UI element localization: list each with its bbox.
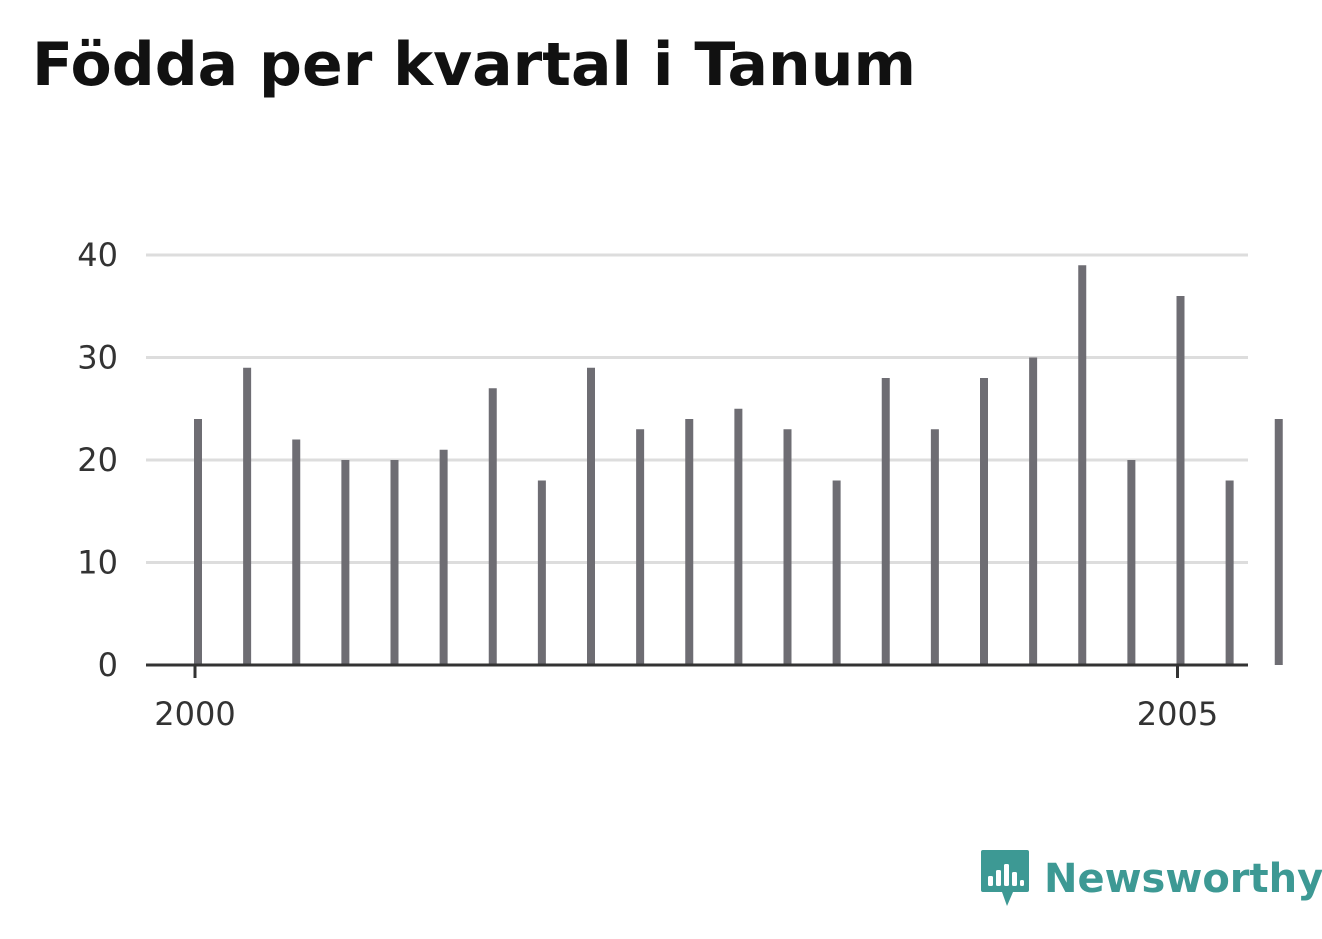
y-tick-label: 30 xyxy=(77,339,118,377)
bar xyxy=(194,419,202,665)
bar xyxy=(783,429,792,665)
brand-name: Newsworthy xyxy=(1044,856,1322,902)
bar xyxy=(685,419,694,665)
bar xyxy=(390,460,399,665)
x-tick-label: 2000 xyxy=(154,695,235,733)
y-tick-label: 40 xyxy=(77,236,118,274)
bar xyxy=(243,367,252,665)
bar xyxy=(537,480,546,665)
x-tick-label: 2005 xyxy=(1137,695,1218,733)
y-tick-label: 10 xyxy=(77,544,118,582)
bar xyxy=(1078,265,1087,665)
newsworthy-logo-icon xyxy=(981,850,1029,906)
y-axis-labels: 0 10 20 30 40 xyxy=(77,236,118,684)
chart-title: Födda per kvartal i Tanum xyxy=(32,30,916,100)
bar xyxy=(1274,419,1283,665)
bar xyxy=(1127,460,1136,665)
bar xyxy=(341,460,350,665)
y-tick-label: 0 xyxy=(98,646,118,684)
bar xyxy=(439,449,448,665)
bars xyxy=(194,265,1283,665)
y-tick-label: 20 xyxy=(77,441,118,479)
x-axis: 200020052010201520202025 xyxy=(146,663,1248,733)
bar xyxy=(587,367,595,665)
bar xyxy=(1225,480,1234,665)
bar xyxy=(292,439,301,665)
bar xyxy=(734,408,743,665)
grid-lines xyxy=(146,253,1248,564)
bar xyxy=(488,388,497,665)
bar xyxy=(930,429,939,665)
bar xyxy=(881,378,890,665)
bar xyxy=(636,429,645,665)
bar xyxy=(1029,357,1038,665)
bar xyxy=(832,480,841,665)
brand-logo: Newsworthy xyxy=(980,848,1322,910)
bar xyxy=(980,378,988,665)
bar xyxy=(1176,296,1185,665)
